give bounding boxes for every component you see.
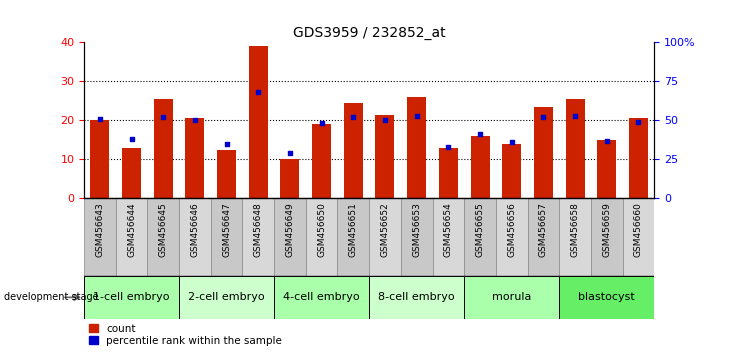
- Text: GSM456649: GSM456649: [286, 202, 295, 257]
- Text: 4-cell embryo: 4-cell embryo: [284, 292, 360, 302]
- Bar: [376, 115, 395, 198]
- Text: development stage: development stage: [4, 292, 98, 302]
- Point: [221, 141, 232, 147]
- Bar: [439, 148, 458, 198]
- Point: [537, 114, 549, 120]
- Bar: [312, 124, 331, 198]
- Bar: [179, 276, 274, 319]
- Bar: [91, 120, 110, 198]
- Text: GSM456657: GSM456657: [539, 202, 548, 257]
- Text: GSM456653: GSM456653: [412, 202, 421, 257]
- Bar: [559, 198, 591, 276]
- Point: [284, 150, 296, 156]
- Text: morula: morula: [492, 292, 531, 302]
- Bar: [591, 198, 623, 276]
- Point: [379, 118, 391, 123]
- Bar: [471, 136, 490, 198]
- Bar: [528, 198, 559, 276]
- Point: [601, 138, 613, 143]
- Point: [126, 136, 137, 142]
- Bar: [84, 198, 115, 276]
- Bar: [122, 148, 141, 198]
- Text: GSM456652: GSM456652: [381, 202, 390, 257]
- Text: GSM456658: GSM456658: [571, 202, 580, 257]
- Bar: [344, 103, 363, 198]
- Text: GSM456647: GSM456647: [222, 202, 231, 257]
- Text: 2-cell embryo: 2-cell embryo: [189, 292, 265, 302]
- Point: [94, 116, 106, 122]
- Point: [474, 132, 486, 137]
- Point: [316, 121, 327, 126]
- Text: GSM456644: GSM456644: [127, 202, 136, 257]
- Point: [189, 118, 201, 123]
- Bar: [496, 198, 528, 276]
- Point: [157, 114, 169, 120]
- Bar: [249, 46, 268, 198]
- Text: GSM456643: GSM456643: [96, 202, 105, 257]
- Text: GSM456650: GSM456650: [317, 202, 326, 257]
- Point: [569, 113, 581, 119]
- Text: GSM456646: GSM456646: [191, 202, 200, 257]
- Bar: [186, 118, 205, 198]
- Text: 8-cell embryo: 8-cell embryo: [379, 292, 455, 302]
- Point: [442, 144, 454, 150]
- Bar: [306, 198, 338, 276]
- Bar: [401, 198, 433, 276]
- Bar: [154, 99, 173, 198]
- Point: [347, 114, 359, 120]
- Text: GSM456651: GSM456651: [349, 202, 357, 257]
- Text: GSM456660: GSM456660: [634, 202, 643, 257]
- Bar: [369, 276, 464, 319]
- Point: [632, 119, 644, 125]
- Bar: [464, 198, 496, 276]
- Bar: [211, 198, 243, 276]
- Point: [506, 139, 518, 145]
- Bar: [407, 97, 426, 198]
- Bar: [115, 198, 148, 276]
- Title: GDS3959 / 232852_at: GDS3959 / 232852_at: [293, 26, 445, 40]
- Bar: [623, 198, 654, 276]
- Bar: [534, 107, 553, 198]
- Legend: count, percentile rank within the sample: count, percentile rank within the sample: [89, 324, 282, 346]
- Text: GSM456656: GSM456656: [507, 202, 516, 257]
- Bar: [243, 198, 274, 276]
- Text: 1-cell embryo: 1-cell embryo: [94, 292, 170, 302]
- Text: GSM456654: GSM456654: [444, 202, 452, 257]
- Text: GSM456645: GSM456645: [159, 202, 167, 257]
- Bar: [217, 149, 236, 198]
- Bar: [179, 198, 211, 276]
- Bar: [338, 198, 369, 276]
- Text: GSM456648: GSM456648: [254, 202, 262, 257]
- Bar: [502, 144, 521, 198]
- Bar: [433, 198, 464, 276]
- Bar: [281, 159, 300, 198]
- Bar: [274, 198, 306, 276]
- Bar: [559, 276, 654, 319]
- Bar: [629, 118, 648, 198]
- Bar: [369, 198, 401, 276]
- Bar: [566, 99, 585, 198]
- Text: GSM456655: GSM456655: [476, 202, 485, 257]
- Point: [411, 113, 423, 119]
- Bar: [148, 198, 179, 276]
- Text: blastocyst: blastocyst: [578, 292, 635, 302]
- Bar: [597, 140, 616, 198]
- Point: [252, 90, 264, 95]
- Text: GSM456659: GSM456659: [602, 202, 611, 257]
- Bar: [464, 276, 559, 319]
- Bar: [274, 276, 369, 319]
- Bar: [84, 276, 179, 319]
